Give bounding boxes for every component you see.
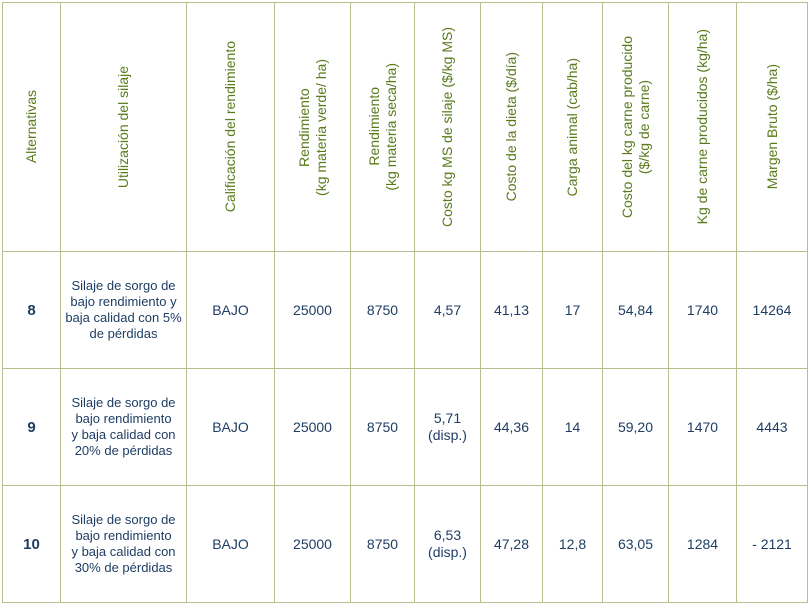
cell-kg-carne: 1284 [668, 485, 737, 603]
cell-calificacion: BAJO [186, 251, 275, 369]
cell-margen: 14264 [736, 251, 808, 369]
cell-carga: 14 [542, 368, 603, 486]
cell-margen: - 2121 [736, 485, 808, 603]
cell-rend-verde: 25000 [274, 485, 351, 603]
cell-alternativa: 10 [2, 485, 61, 603]
costo-carne-line1: Costo del kg carne producido [618, 35, 635, 219]
header-rendimiento-verde: Rendimiento (kg materia verde/ ha) [274, 2, 351, 252]
rend-seca-line1: Rendimiento [365, 87, 382, 167]
cell-utilizacion: Silaje de sorgo de bajo rendimiento y baja… [60, 368, 187, 486]
cell-kg-carne: 1740 [668, 251, 737, 369]
cell-costo-dieta: 44,36 [480, 368, 543, 486]
header-kg-carne: Kg de carne producidos (kg/ha) [668, 2, 737, 252]
header-rendimiento-seca: Rendimiento (kg materia seca/ha) [350, 2, 415, 252]
header-carga: Carga animal (cab/ha) [542, 2, 603, 252]
header-costo-dieta: Costo de la dieta ($/día) [480, 2, 543, 252]
cell-margen: 4443 [736, 368, 808, 486]
cell-costo-ms: 6,53 (disp.) [414, 485, 481, 603]
header-row: Alternativas Utilización del silaje Cali… [2, 2, 808, 252]
cell-costo-carne: 63,05 [602, 485, 669, 603]
cell-calificacion: BAJO [186, 485, 275, 603]
cell-carga: 17 [542, 251, 603, 369]
cell-calificacion: BAJO [186, 368, 275, 486]
cell-utilizacion: Silaje de sorgo de bajo rendimiento y baja… [60, 485, 187, 603]
cell-costo-dieta: 41,13 [480, 251, 543, 369]
table-row: 10 Silaje de sorgo de bajo rendimiento y b… [2, 485, 808, 603]
cell-rend-seca: 8750 [350, 485, 415, 603]
cell-costo-carne: 59,20 [602, 368, 669, 486]
rend-seca-line2: (kg materia seca/ha) [382, 63, 399, 191]
cell-costo-dieta: 47,28 [480, 485, 543, 603]
table-row: 8 Silaje de sorgo de bajo rendimiento y ba… [2, 251, 808, 369]
rend-verde-line2: (kg materia verde/ ha) [312, 58, 329, 196]
cell-rend-seca: 8750 [350, 251, 415, 369]
cell-rend-seca: 8750 [350, 368, 415, 486]
cell-kg-carne: 1470 [668, 368, 737, 486]
cell-utilizacion: Silaje de sorgo de bajo rendimiento y baja… [60, 251, 187, 369]
cell-alternativa: 9 [2, 368, 61, 486]
header-calificacion: Calificación del rendimiento [186, 2, 275, 252]
cell-alternativa: 8 [2, 251, 61, 369]
header-alternativas: Alternativas [2, 2, 61, 252]
cell-costo-ms: 4,57 [414, 251, 481, 369]
cell-rend-verde: 25000 [274, 251, 351, 369]
cell-carga: 12,8 [542, 485, 603, 603]
table-row: 9 Silaje de sorgo de bajo rendimiento y ba… [2, 368, 808, 486]
header-utilizacion: Utilización del silaje [60, 2, 187, 252]
rend-verde-line1: Rendimiento [295, 87, 312, 167]
costo-carne-line2: ($/kg de carne) [635, 79, 652, 175]
header-costo-carne: Costo del kg carne producido ($/kg de car… [602, 2, 669, 252]
header-costo-ms: Costo kg MS de silaje ($/kg MS) [414, 2, 481, 252]
cell-rend-verde: 25000 [274, 368, 351, 486]
cell-costo-ms: 5,71 (disp.) [414, 368, 481, 486]
cell-costo-carne: 54,84 [602, 251, 669, 369]
header-margen: Margen Bruto ($/ha) [736, 2, 808, 252]
